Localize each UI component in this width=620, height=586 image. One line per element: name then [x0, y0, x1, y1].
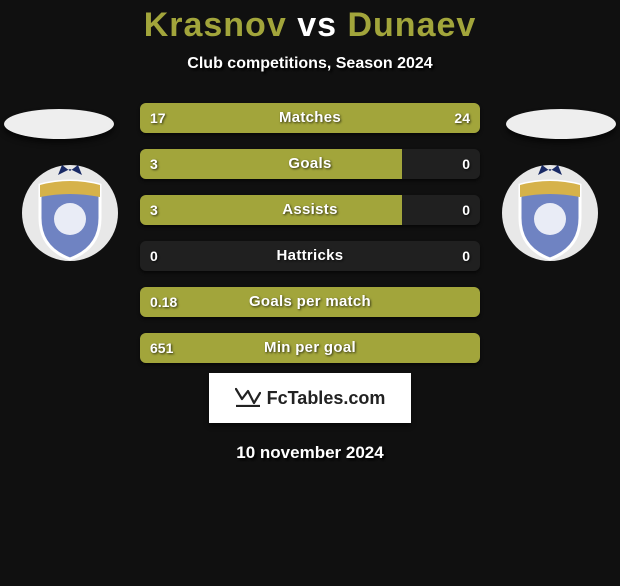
stat-row: Min per goal651	[140, 333, 480, 363]
stat-row: Goals3 0	[140, 149, 480, 179]
stat-value-left: 651	[150, 333, 173, 363]
stat-value-right: 0	[462, 241, 470, 271]
player2-avatar-placeholder	[506, 109, 616, 139]
stat-label: Assists	[140, 195, 480, 225]
stat-value-right: 0	[462, 195, 470, 225]
stat-bars: Matches1724Goals30Assists30Hattricks00Go…	[140, 103, 480, 379]
page-title: Krasnov vs Dunaev	[0, 6, 620, 45]
player2-club-crest	[500, 163, 600, 263]
title-player1: Krasnov	[144, 6, 287, 44]
stat-value-left: 3	[150, 149, 158, 179]
stat-value-left: 3	[150, 195, 158, 225]
brand-text: FcTables.com	[267, 388, 386, 409]
title-player2: Dunaev	[347, 6, 476, 44]
stat-label: Goals	[140, 149, 480, 179]
stat-row: Goals per match0.18	[140, 287, 480, 317]
stat-label: Goals per match	[140, 287, 480, 317]
stat-label: Min per goal	[140, 333, 480, 363]
stat-label: Hattricks	[140, 241, 480, 271]
brand-chart-icon	[235, 385, 261, 412]
stat-value-right: 0	[462, 149, 470, 179]
title-vs: vs	[297, 6, 337, 44]
stat-value-right: 24	[454, 103, 470, 133]
player1-avatar-placeholder	[4, 109, 114, 139]
player1-club-crest	[20, 163, 120, 263]
subtitle: Club competitions, Season 2024	[0, 55, 620, 73]
stat-row: Hattricks0 0	[140, 241, 480, 271]
stat-row: Assists3 0	[140, 195, 480, 225]
brand-box[interactable]: FcTables.com	[209, 373, 411, 423]
stat-value-left: 0	[150, 241, 158, 271]
stat-value-left: 0.18	[150, 287, 177, 317]
stat-row: Matches17 24	[140, 103, 480, 133]
footer-date: 10 november 2024	[0, 443, 620, 463]
stat-label: Matches	[140, 103, 480, 133]
stat-value-left: 17	[150, 103, 166, 133]
